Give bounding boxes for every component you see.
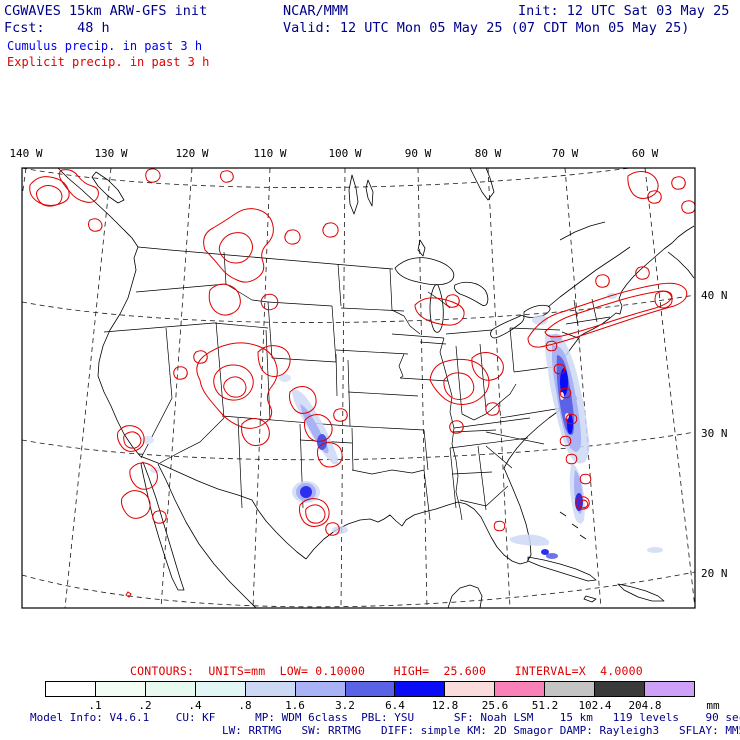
lon-label: 90 W <box>404 147 432 160</box>
lon-label: 100 W <box>328 147 362 160</box>
cumulus-precip-legend: Cumulus precip. in past 3 h <box>7 39 203 53</box>
colorbar-label: .1 <box>88 699 102 712</box>
colorbar-label: .8 <box>238 699 252 712</box>
small-contour-speck <box>125 591 132 598</box>
contour-info-line: CONTOURS: UNITS=mm LOW= 0.10000 HIGH= 25… <box>130 664 643 678</box>
colorbar-label: 6.4 <box>385 699 405 712</box>
lon-label: 70 W <box>551 147 579 160</box>
lon-label: 120 W <box>175 147 209 160</box>
colorbar-label: 25.6 <box>481 699 509 712</box>
lat-label: 20 N <box>701 567 728 580</box>
colorbar-label: 1.6 <box>285 699 305 712</box>
colorbar-segment <box>545 682 596 696</box>
map-frame <box>21 167 696 609</box>
colorbar-label: .4 <box>188 699 202 712</box>
colorbar-segment <box>295 682 346 696</box>
coastlines <box>57 168 695 608</box>
colorbar-segment <box>145 682 196 696</box>
state-borders <box>103 251 611 521</box>
plot-title: CGWAVES 15km ARW-GFS init <box>4 3 208 19</box>
colorbar-segment <box>645 682 694 696</box>
colorbar <box>45 681 695 697</box>
colorbar-segment <box>345 682 396 696</box>
colorbar-label: 102.4 <box>578 699 612 712</box>
cumulus-precip-shading <box>142 293 663 559</box>
colorbar-segment <box>495 682 546 696</box>
colorbar-segment <box>95 682 146 696</box>
colorbar-segment <box>595 682 646 696</box>
colorbar-unit: mm <box>706 699 720 712</box>
lon-label: 80 W <box>474 147 502 160</box>
forecast-hour: Fcst: 48 h <box>4 20 110 36</box>
lon-label: 60 W <box>631 147 659 160</box>
explicit-precip-legend: Explicit precip. in past 3 h <box>7 55 210 69</box>
colorbar-label: 12.8 <box>431 699 459 712</box>
model-info-line2: LW: RRTMG SW: RRTMG DIFF: simple KM: 2D … <box>222 724 740 737</box>
colorbar-segment <box>195 682 246 696</box>
colorbar-segment <box>245 682 296 696</box>
lat-label: 30 N <box>701 427 728 440</box>
colorbar-segment <box>395 682 446 696</box>
org-label: NCAR/MMM <box>283 3 349 19</box>
valid-time: Valid: 12 UTC Mon 05 May 25 (07 CDT Mon … <box>283 20 690 36</box>
colorbar-label: .2 <box>138 699 152 712</box>
lon-label: 110 W <box>253 147 287 160</box>
colorbar-segment <box>46 682 96 696</box>
colorbar-label: 204.8 <box>628 699 662 712</box>
colorbar-segment <box>445 682 496 696</box>
model-info-line1: Model Info: V4.6.1 CU: KF MP: WDM 6class… <box>30 711 740 724</box>
explicit-precip-contours <box>29 168 695 536</box>
lat-label: 40 N <box>701 289 728 302</box>
colorbar-label: 3.2 <box>335 699 355 712</box>
lon-label: 140 W <box>9 147 43 160</box>
lon-label: 130 W <box>94 147 128 160</box>
colorbar-label: 51.2 <box>531 699 559 712</box>
init-time: Init: 12 UTC Sat 03 May 25 <box>518 3 730 19</box>
